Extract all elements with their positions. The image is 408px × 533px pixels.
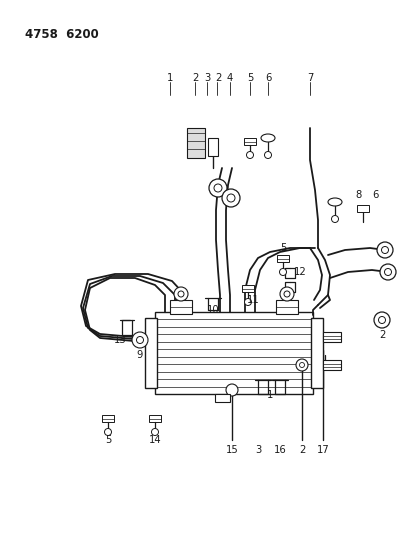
Text: 2: 2 bbox=[379, 330, 385, 340]
Circle shape bbox=[178, 291, 184, 297]
Text: 15: 15 bbox=[226, 445, 238, 455]
Text: 12: 12 bbox=[294, 267, 306, 277]
Text: 6: 6 bbox=[372, 190, 378, 200]
Text: 5: 5 bbox=[247, 73, 253, 83]
Circle shape bbox=[151, 429, 158, 435]
Bar bbox=[323, 332, 341, 342]
Bar bbox=[145, 318, 157, 388]
Circle shape bbox=[374, 312, 390, 328]
Ellipse shape bbox=[328, 198, 342, 206]
Text: 2: 2 bbox=[192, 73, 198, 83]
Circle shape bbox=[246, 151, 253, 158]
Circle shape bbox=[209, 179, 227, 197]
Circle shape bbox=[279, 269, 286, 276]
Text: 2: 2 bbox=[215, 73, 221, 83]
Text: 4: 4 bbox=[227, 73, 233, 83]
Circle shape bbox=[222, 189, 240, 207]
Circle shape bbox=[380, 264, 396, 280]
Circle shape bbox=[226, 384, 238, 396]
Text: 3: 3 bbox=[204, 73, 210, 83]
Circle shape bbox=[244, 298, 251, 305]
Text: 4758  6200: 4758 6200 bbox=[25, 28, 99, 41]
Bar bbox=[215, 394, 230, 402]
Circle shape bbox=[227, 194, 235, 202]
Circle shape bbox=[284, 291, 290, 297]
Circle shape bbox=[379, 317, 386, 324]
Bar bbox=[244, 138, 256, 145]
Text: 14: 14 bbox=[149, 435, 161, 445]
Circle shape bbox=[214, 184, 222, 192]
Text: 9: 9 bbox=[137, 350, 143, 360]
Circle shape bbox=[331, 215, 339, 222]
Bar bbox=[155, 312, 313, 394]
Bar bbox=[170, 300, 192, 314]
Bar bbox=[323, 360, 341, 370]
Text: 1: 1 bbox=[267, 390, 273, 400]
Circle shape bbox=[299, 362, 304, 367]
Text: 8: 8 bbox=[355, 190, 361, 200]
Circle shape bbox=[377, 242, 393, 258]
Text: 13: 13 bbox=[114, 335, 126, 345]
Text: 5: 5 bbox=[105, 435, 111, 445]
Circle shape bbox=[137, 336, 144, 343]
Bar bbox=[357, 205, 369, 212]
Bar bbox=[102, 415, 114, 422]
Bar bbox=[208, 138, 218, 156]
Circle shape bbox=[264, 151, 271, 158]
Bar bbox=[187, 128, 205, 158]
Circle shape bbox=[174, 287, 188, 301]
Text: 3: 3 bbox=[255, 445, 261, 455]
Circle shape bbox=[296, 359, 308, 371]
Bar bbox=[277, 255, 289, 262]
Bar bbox=[311, 318, 323, 388]
Text: 16: 16 bbox=[274, 445, 286, 455]
Circle shape bbox=[104, 429, 111, 435]
Text: 17: 17 bbox=[317, 445, 329, 455]
Ellipse shape bbox=[261, 134, 275, 142]
Text: 2: 2 bbox=[299, 445, 305, 455]
Bar bbox=[242, 285, 254, 292]
Text: 5: 5 bbox=[280, 243, 286, 253]
Circle shape bbox=[381, 246, 388, 254]
Text: 1: 1 bbox=[167, 73, 173, 83]
Text: 6: 6 bbox=[265, 73, 271, 83]
Text: 11: 11 bbox=[246, 295, 259, 305]
Bar bbox=[276, 300, 298, 314]
Circle shape bbox=[384, 269, 392, 276]
Text: 7: 7 bbox=[307, 73, 313, 83]
Text: 10: 10 bbox=[207, 305, 220, 315]
Bar bbox=[149, 415, 161, 422]
Circle shape bbox=[132, 332, 148, 348]
Circle shape bbox=[280, 287, 294, 301]
